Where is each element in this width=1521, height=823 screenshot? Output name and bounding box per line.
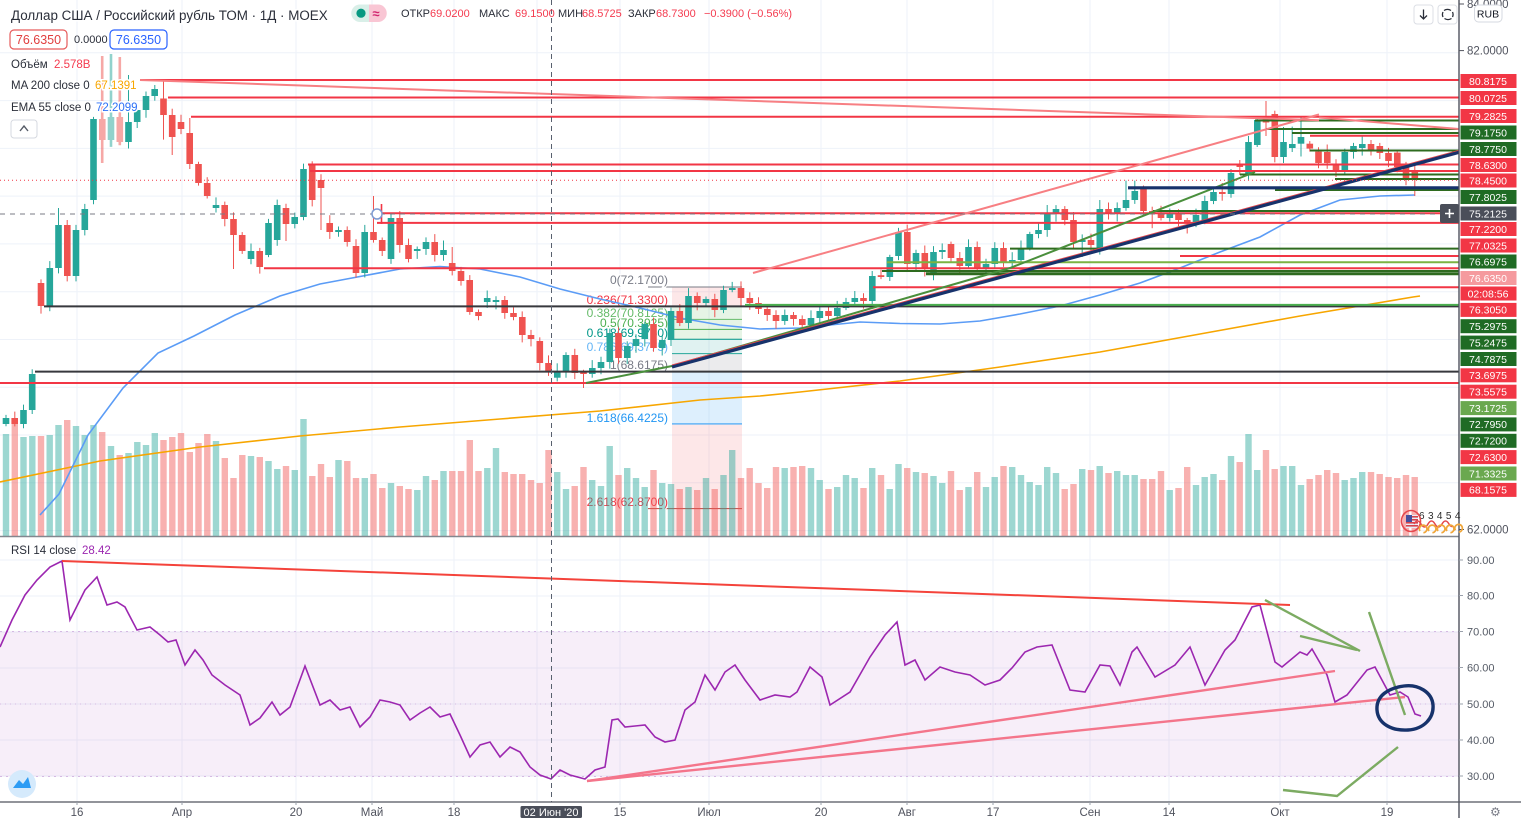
svg-text:30.00: 30.00	[1467, 771, 1495, 783]
svg-text:82.0000: 82.0000	[1467, 46, 1509, 58]
svg-text:72.7200: 72.7200	[1469, 436, 1507, 448]
svg-text:40.00: 40.00	[1467, 735, 1495, 747]
svg-text:78.7750: 78.7750	[1469, 144, 1507, 156]
svg-text:63454: 63454	[1419, 511, 1464, 522]
svg-text:14: 14	[1163, 807, 1176, 818]
svg-text:71.3325: 71.3325	[1469, 468, 1507, 480]
svg-text:МИН: МИН	[558, 8, 583, 20]
svg-text:76.6975: 76.6975	[1469, 256, 1507, 268]
svg-text:RUB: RUB	[1477, 9, 1499, 21]
svg-text:68.1575: 68.1575	[1469, 485, 1507, 497]
svg-text:Доллар США / Российский рубль: Доллар США / Российский рубль ТОМ · 1Д ·…	[11, 8, 328, 23]
svg-text:79.2825: 79.2825	[1469, 111, 1507, 123]
svg-text:74.7875: 74.7875	[1469, 354, 1507, 366]
svg-text:69.0200: 69.0200	[430, 8, 470, 20]
svg-text:60.00: 60.00	[1467, 663, 1495, 675]
svg-text:0.0000: 0.0000	[74, 34, 108, 46]
svg-text:RSI 14 close: RSI 14 close	[11, 545, 76, 557]
svg-text:0.236(71.3300): 0.236(71.3300)	[587, 293, 668, 307]
svg-text:70.00: 70.00	[1467, 627, 1495, 639]
svg-text:Май: Май	[361, 807, 384, 818]
svg-text:1.618(66.4225): 1.618(66.4225)	[587, 411, 668, 425]
svg-text:19: 19	[1381, 807, 1394, 818]
svg-text:15: 15	[614, 807, 627, 818]
svg-text:Объём: Объём	[11, 59, 48, 71]
svg-text:80.0725: 80.0725	[1469, 93, 1507, 105]
svg-text:⚙: ⚙	[1490, 805, 1501, 818]
svg-text:02 Июн '20: 02 Июн '20	[524, 807, 579, 818]
svg-text:72.2099: 72.2099	[96, 102, 138, 114]
svg-text:76.6350: 76.6350	[116, 33, 161, 47]
svg-text:73.1725: 73.1725	[1469, 403, 1507, 415]
svg-text:20: 20	[815, 807, 828, 818]
svg-text:72.6300: 72.6300	[1469, 452, 1507, 464]
svg-text:73.5575: 73.5575	[1469, 387, 1507, 399]
svg-text:17: 17	[987, 807, 1000, 818]
svg-text:28.42: 28.42	[82, 545, 111, 557]
svg-text:68.7300: 68.7300	[656, 8, 696, 20]
svg-text:Окт: Окт	[1270, 807, 1290, 818]
svg-text:0(72.1700): 0(72.1700)	[610, 273, 668, 287]
svg-text:79.1750: 79.1750	[1469, 127, 1507, 139]
svg-text:73.6975: 73.6975	[1469, 370, 1507, 382]
svg-text:78.4500: 78.4500	[1469, 175, 1507, 187]
svg-text:90.00: 90.00	[1467, 555, 1495, 567]
svg-text:72.7950: 72.7950	[1469, 419, 1507, 431]
svg-text:75.2475: 75.2475	[1469, 337, 1507, 349]
svg-text:76.6350: 76.6350	[1469, 273, 1507, 285]
svg-text:2.618(62.8700): 2.618(62.8700)	[587, 495, 668, 509]
svg-text:МАКС: МАКС	[479, 8, 510, 20]
svg-text:67.1391: 67.1391	[95, 80, 137, 92]
svg-text:ОТКР: ОТКР	[401, 8, 430, 20]
svg-text:50.00: 50.00	[1467, 699, 1495, 711]
svg-text:76.6350: 76.6350	[16, 33, 61, 47]
svg-text:≈: ≈	[372, 6, 379, 21]
svg-text:77.0325: 77.0325	[1469, 240, 1507, 252]
svg-text:80.00: 80.00	[1467, 591, 1495, 603]
svg-text:Июл: Июл	[697, 807, 720, 818]
svg-text:62.0000: 62.0000	[1467, 525, 1509, 537]
svg-text:Авг: Авг	[898, 807, 916, 818]
svg-text:75.2975: 75.2975	[1469, 321, 1507, 333]
svg-text:75.2125: 75.2125	[1469, 208, 1507, 220]
svg-text:02:08:56: 02:08:56	[1468, 288, 1509, 300]
svg-text:2.578B: 2.578B	[54, 59, 91, 71]
svg-text:69.1500: 69.1500	[515, 8, 555, 20]
svg-text:80.8175: 80.8175	[1469, 76, 1507, 88]
svg-text:16: 16	[71, 807, 84, 818]
svg-text:20: 20	[290, 807, 303, 818]
svg-text:68.5725: 68.5725	[582, 8, 622, 20]
svg-text:Апр: Апр	[172, 807, 192, 818]
svg-text:18: 18	[448, 807, 461, 818]
svg-text:77.8025: 77.8025	[1469, 192, 1507, 204]
svg-text:78.6300: 78.6300	[1469, 160, 1507, 172]
svg-text:−0.3900 (−0.56%): −0.3900 (−0.56%)	[704, 8, 792, 20]
svg-text:EMA 55 close 0: EMA 55 close 0	[11, 102, 91, 114]
svg-text:Сен: Сен	[1079, 807, 1100, 818]
svg-text:76.3050: 76.3050	[1469, 305, 1507, 317]
svg-text:ЗАКР: ЗАКР	[628, 8, 656, 20]
svg-text:MA 200 close 0: MA 200 close 0	[11, 80, 90, 92]
svg-text:77.2200: 77.2200	[1469, 224, 1507, 236]
